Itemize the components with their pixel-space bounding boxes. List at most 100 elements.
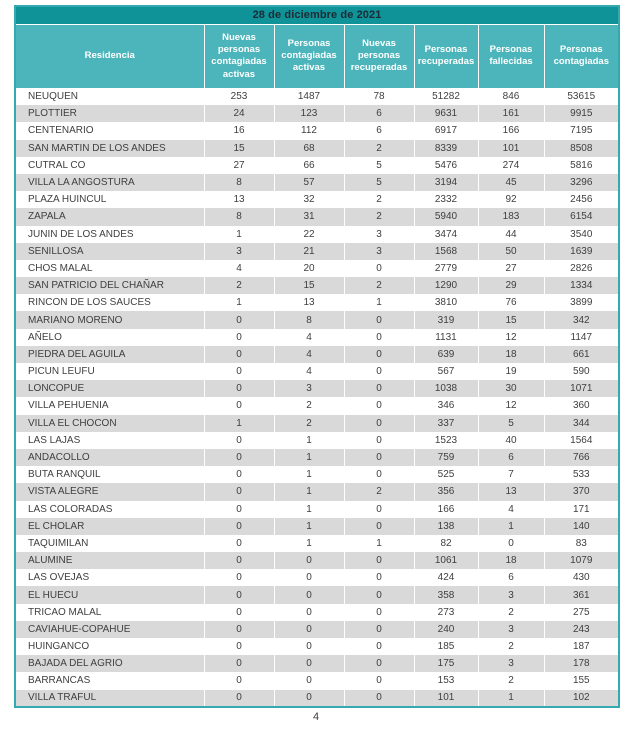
value-cell: 12 — [477, 397, 544, 415]
value-cell: 3 — [273, 380, 344, 398]
value-cell: 1639 — [543, 242, 620, 260]
table-row: LAS LAJAS 0 1 0 1523 40 1564 — [15, 431, 620, 449]
value-cell: 78 — [343, 88, 414, 106]
value-cell: 253 — [203, 88, 274, 106]
value-cell: 0 — [343, 552, 414, 570]
table-row: PIEDRA DEL AGUILA 0 4 0 639 18 661 — [15, 345, 620, 363]
value-cell: 187 — [543, 638, 620, 656]
value-cell: 5 — [477, 414, 544, 432]
value-cell: 240 — [413, 620, 478, 638]
value-cell: 0 — [343, 655, 414, 673]
value-cell: 567 — [413, 363, 478, 381]
value-cell: 0 — [273, 620, 344, 638]
residencia-cell: PLAZA HUINCUL — [28, 194, 107, 206]
residencia-cell: NEUQUEN — [28, 91, 79, 103]
value-cell: 0 — [343, 672, 414, 690]
value-cell: 13 — [477, 483, 544, 501]
value-cell: 0 — [343, 689, 414, 707]
residencia-cell: LAS OVEJAS — [28, 572, 90, 584]
residencia-cell: CUTRAL CO — [28, 159, 86, 171]
value-cell: 533 — [543, 466, 620, 484]
value-cell: 4 — [273, 363, 344, 381]
value-cell: 370 — [543, 483, 620, 501]
table-row: SAN MARTIN DE LOS ANDES 15 68 2 8339 101 8508 — [15, 139, 620, 157]
value-cell: 8508 — [543, 139, 620, 157]
value-cell: 0 — [203, 483, 274, 501]
table-row: HUINGANCO 0 0 0 185 2 187 — [15, 638, 620, 656]
value-cell: 15 — [477, 311, 544, 329]
value-cell: 0 — [203, 586, 274, 604]
residencia-cell: PICUN LEUFU — [28, 366, 95, 378]
value-cell: 68 — [273, 139, 344, 157]
residencia-cell: SENILLOSA — [28, 245, 84, 257]
value-cell: 0 — [203, 345, 274, 363]
table-row: AÑELO 0 4 0 1131 12 1147 — [15, 328, 620, 346]
residencia-cell: TAQUIMILAN — [28, 537, 89, 549]
value-cell: 8339 — [413, 139, 478, 157]
value-cell: 2 — [343, 277, 414, 295]
value-cell: 3540 — [543, 225, 620, 243]
value-cell: 3 — [343, 225, 414, 243]
value-cell: 0 — [273, 672, 344, 690]
value-cell: 1 — [273, 483, 344, 501]
value-cell: 53615 — [543, 88, 620, 106]
value-cell: 0 — [203, 655, 274, 673]
value-cell: 342 — [543, 311, 620, 329]
value-cell: 7195 — [543, 122, 620, 140]
residencia-cell: JUNIN DE LOS ANDES — [28, 228, 134, 240]
page-number: 4 — [312, 711, 320, 723]
column-header-contagiadas-activas: Personas contagiadas activas — [273, 24, 344, 88]
value-cell: 29 — [477, 277, 544, 295]
value-cell: 1 — [273, 534, 344, 553]
value-cell: 273 — [413, 603, 478, 621]
residencia-cell: SAN MARTIN DE LOS ANDES — [28, 142, 166, 154]
value-cell: 0 — [203, 534, 274, 553]
value-cell: 0 — [273, 552, 344, 570]
table-title: 28 de diciembre de 2021 — [15, 6, 620, 25]
value-cell: 0 — [343, 500, 414, 518]
value-cell: 0 — [203, 397, 274, 415]
value-cell: 846 — [477, 88, 544, 106]
value-cell: 0 — [203, 311, 274, 329]
value-cell: 9915 — [543, 105, 620, 123]
value-cell: 1523 — [413, 431, 478, 449]
value-cell: 27 — [203, 156, 274, 174]
residencia-cell: EL CHOLAR — [28, 520, 85, 532]
value-cell: 15 — [273, 277, 344, 295]
value-cell: 0 — [343, 603, 414, 621]
residencia-cell: CENTENARIO — [28, 125, 94, 137]
value-cell: 166 — [413, 500, 478, 518]
value-cell: 1 — [477, 689, 544, 707]
value-cell: 155 — [543, 672, 620, 690]
residencia-cell: VILLA PEHUENIA — [28, 400, 109, 412]
value-cell: 1 — [273, 466, 344, 484]
value-cell: 2 — [477, 603, 544, 621]
value-cell: 82 — [413, 534, 478, 553]
value-cell: 18 — [477, 552, 544, 570]
value-cell: 22 — [273, 225, 344, 243]
value-cell: 1147 — [543, 328, 620, 346]
value-cell: 6 — [477, 569, 544, 587]
value-cell: 13 — [203, 191, 274, 209]
value-cell: 4 — [477, 500, 544, 518]
value-cell: 5816 — [543, 156, 620, 174]
value-cell: 6 — [343, 122, 414, 140]
value-cell: 0 — [203, 466, 274, 484]
value-cell: 1 — [203, 414, 274, 432]
value-cell: 3474 — [413, 225, 478, 243]
value-cell: 6 — [343, 105, 414, 123]
value-cell: 1 — [273, 448, 344, 467]
value-cell: 153 — [413, 672, 478, 690]
value-cell: 185 — [413, 638, 478, 656]
value-cell: 319 — [413, 311, 478, 329]
value-cell: 0 — [477, 534, 544, 553]
value-cell: 0 — [203, 380, 274, 398]
column-header-contagiadas: Personas contagiadas — [543, 24, 620, 88]
value-cell: 0 — [273, 689, 344, 707]
value-cell: 766 — [543, 448, 620, 467]
residencia-cell: VILLA LA ANGOSTURA — [28, 177, 135, 189]
table-row: MARIANO MORENO 0 8 0 319 15 342 — [15, 311, 620, 329]
table-row: PLOTTIER 24 123 6 9631 161 9915 — [15, 105, 620, 123]
value-cell: 358 — [413, 586, 478, 604]
value-cell: 0 — [343, 466, 414, 484]
